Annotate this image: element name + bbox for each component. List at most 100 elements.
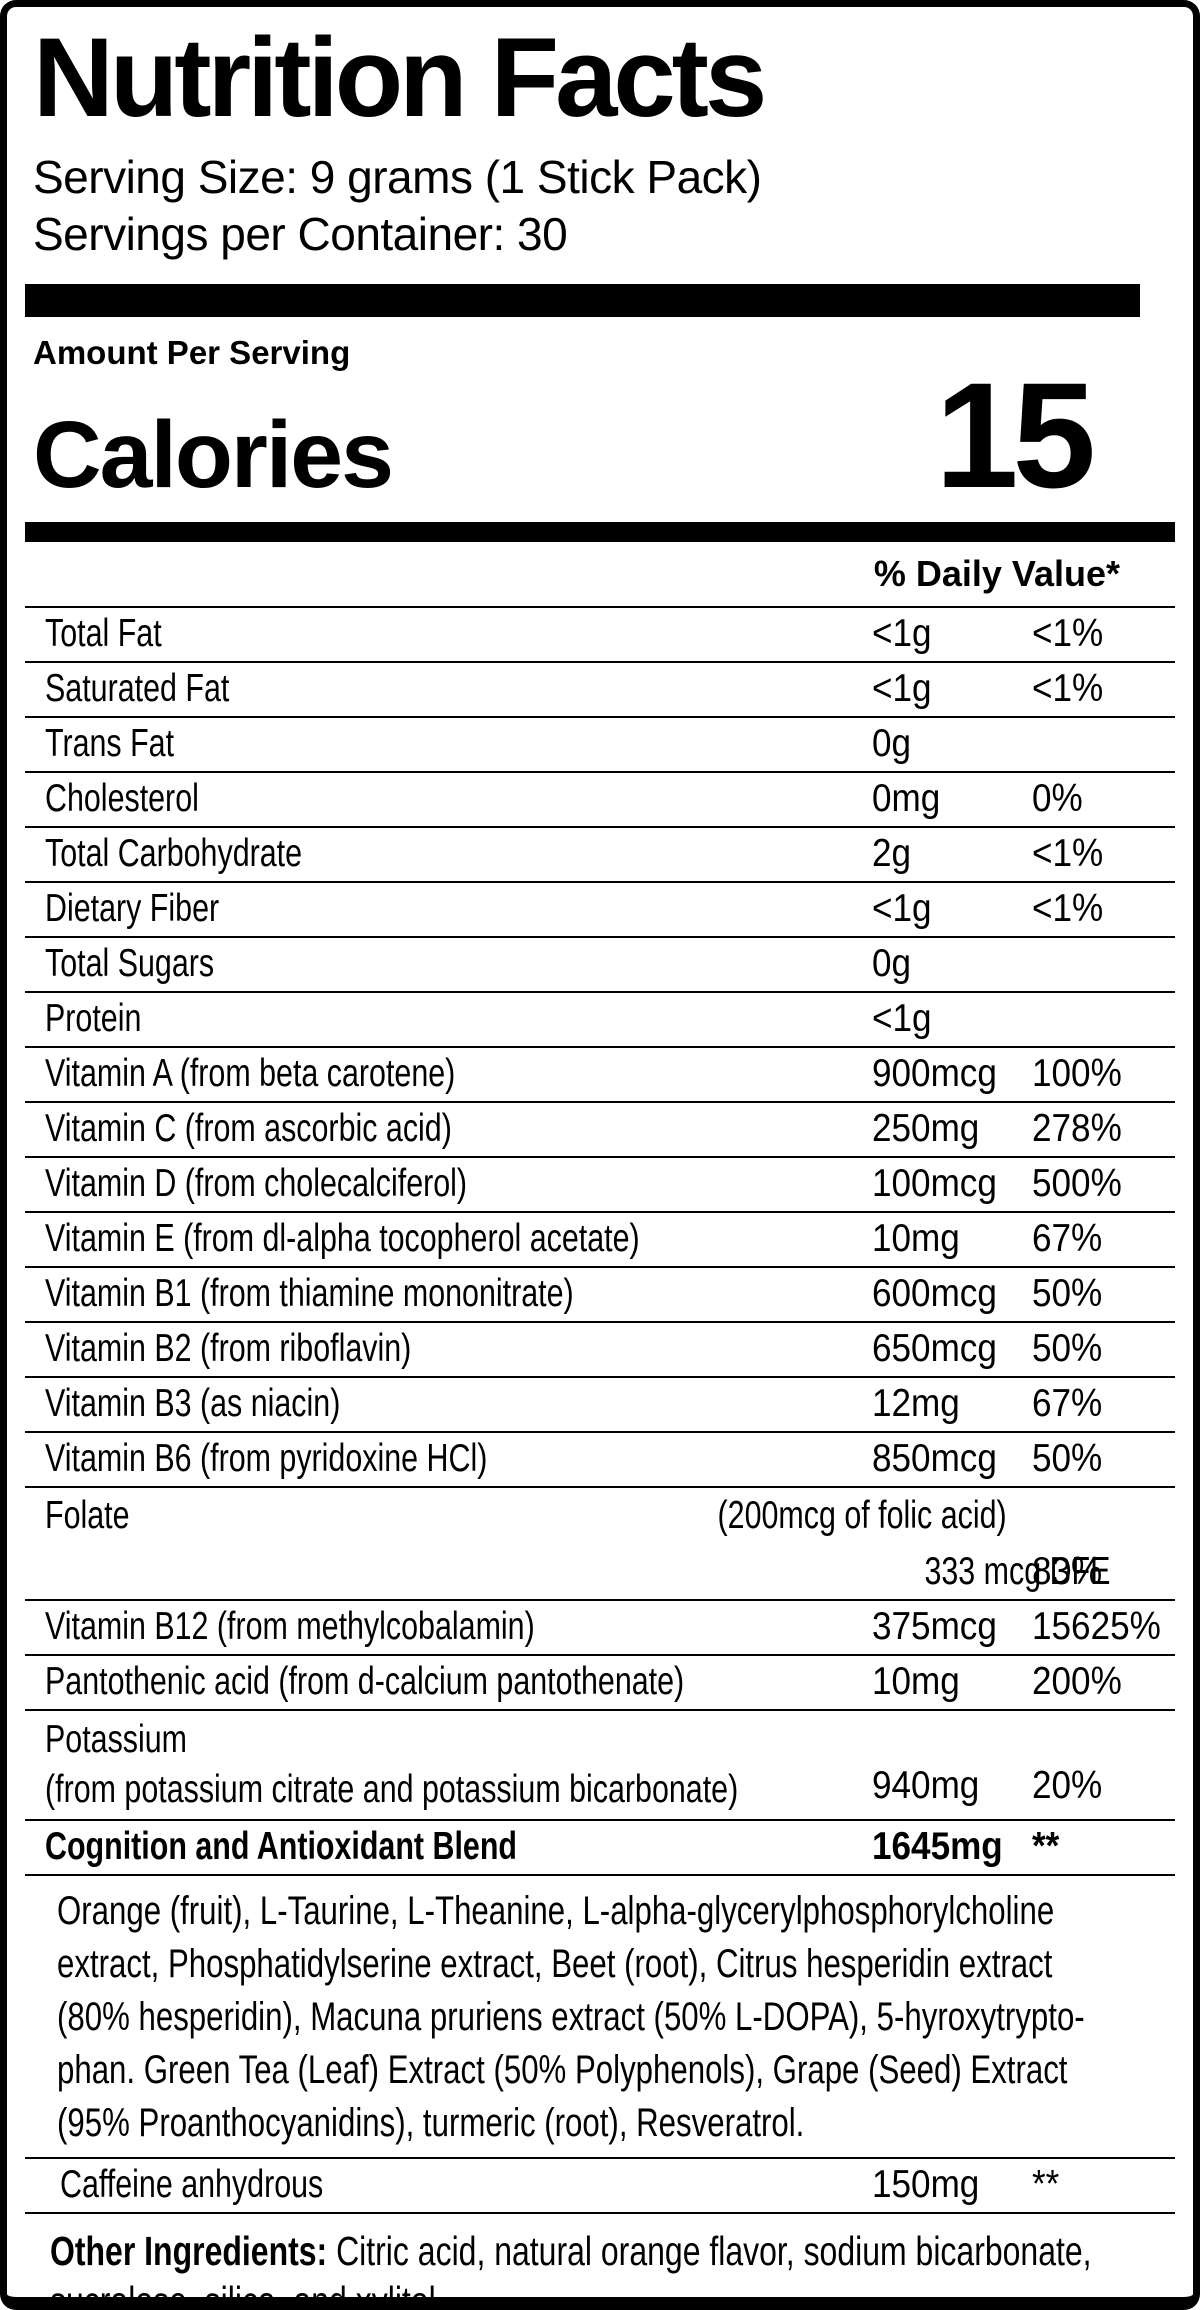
nutrient-amount: <1g	[872, 997, 932, 1041]
nutrient-row: Vitamin B3 (as niacin) 12mg 67%	[25, 1378, 1175, 1433]
nutrient-label: Folate	[45, 1494, 130, 1538]
nutrient-row: Cognition and Antioxidant Blend 1645mg **	[25, 1821, 1175, 1876]
nutrient-row: Vitamin B1 (from thiamine mononitrate) 60…	[25, 1268, 1175, 1323]
nutrient-amount: 10mg	[872, 1217, 960, 1261]
nutrient-amount: 150mg	[872, 2163, 980, 2207]
nutrient-row: Caffeine anhydrous 150mg **	[25, 2159, 1175, 2214]
nutrient-dv: **	[1032, 2163, 1060, 2207]
blend-description-line: extract, Phosphatidylserine extract, Bee…	[57, 1941, 1053, 1986]
nutrient-amount: 100mcg	[872, 1162, 997, 1206]
nutrient-amount: <1g	[872, 612, 932, 656]
nutrient-amount: 0mg	[872, 777, 941, 821]
nutrient-label: Pantothenic acid (from d-calcium pantoth…	[45, 1660, 685, 1704]
nutrient-amount: 650mcg	[872, 1327, 997, 1371]
nutrient-dv: 67%	[1032, 1382, 1103, 1426]
nutrient-amount: 850mcg	[872, 1437, 997, 1481]
nutrient-dv: <1%	[1032, 832, 1104, 876]
nutrient-amount: 12mg	[872, 1382, 960, 1426]
nutrient-amount: 2g	[872, 832, 912, 876]
calories-value: 15	[935, 351, 1096, 520]
nutrient-label: Vitamin B6 (from pyridoxine HCl)	[45, 1437, 488, 1481]
other-ingredients: Other Ingredients: Citric acid, natural …	[25, 2214, 1175, 2310]
nutrient-label: Dietary Fiber	[45, 887, 220, 931]
nutrient-amount: 0g	[872, 942, 912, 986]
nutrient-dv: **	[1032, 1825, 1060, 1869]
servings-per-container: Servings per Container: 30	[33, 208, 568, 261]
nutrient-label: Vitamin E (from dl-alpha tocopherol acet…	[45, 1217, 640, 1261]
nutrient-row: Protein <1g	[25, 993, 1175, 1048]
nutrient-row: Potassium (from potassium citrate and pot…	[25, 1711, 1175, 1821]
nutrient-dv: 20%	[1032, 1763, 1103, 1807]
blend-description: Orange (fruit), L-Taurine, L-Theanine, L…	[25, 1876, 1175, 2159]
label-content: Nutrition Facts Serving Size: 9 grams (1…	[7, 15, 1193, 2310]
nutrient-dv: <1%	[1032, 612, 1104, 656]
blend-description-line: Orange (fruit), L-Taurine, L-Theanine, L…	[57, 1888, 1055, 1933]
serving-size: Serving Size: 9 grams (1 Stick Pack)	[33, 151, 762, 204]
nutrient-row: Dietary Fiber <1g <1%	[25, 883, 1175, 938]
nutrient-label: Saturated Fat	[45, 667, 230, 711]
nutrient-dv: <1%	[1032, 667, 1104, 711]
other-ingredients-text: Citric acid, natural orange flavor, sodi…	[327, 2227, 1092, 2274]
nutrient-amount: 333 mcg DFE	[924, 1549, 1111, 1593]
other-ingredients-line: sucralose, silica, and xylitol.	[50, 2277, 445, 2310]
nutrient-row: Vitamin C (from ascorbic acid) 250mg 278%	[25, 1103, 1175, 1158]
nutrient-dv: 50%	[1032, 1327, 1103, 1371]
blend-description-line: (80% hesperidin), Macuna pruriens extrac…	[57, 1994, 1085, 2039]
nutrient-row: Vitamin B6 (from pyridoxine HCl) 850mcg 50…	[25, 1433, 1175, 1488]
nutrient-row: Vitamin E (from dl-alpha tocopherol acet…	[25, 1213, 1175, 1268]
nutrient-dv: 50%	[1032, 1437, 1103, 1481]
nutrient-amount: 10mg	[872, 1660, 960, 1704]
nutrient-label: Vitamin B2 (from riboflavin)	[45, 1327, 412, 1371]
nutrient-label: Cholesterol	[45, 777, 199, 821]
nutrient-dv: 50%	[1032, 1272, 1103, 1316]
nutrient-amount: 250mg	[872, 1107, 980, 1151]
nutrient-label: Vitamin D (from cholecalciferol)	[45, 1162, 468, 1206]
nutrient-dv: 15625%	[1032, 1605, 1161, 1649]
nutrient-label: Trans Fat	[45, 722, 175, 766]
nutrient-label: Total Fat	[45, 612, 162, 656]
nutrient-dv: 67%	[1032, 1217, 1103, 1261]
nutrient-dv: 83%	[1032, 1549, 1103, 1593]
label-title: Nutrition Facts	[33, 15, 767, 140]
nutrient-label: Vitamin B1 (from thiamine mononitrate)	[45, 1272, 574, 1316]
nutrient-amount: 1645mg	[872, 1825, 1003, 1869]
nutrient-label: Caffeine anhydrous	[60, 2163, 324, 2207]
nutrient-row: Folate (200mcg of folic acid)	[25, 1488, 1175, 1545]
blend-description-line: (95% Proanthocyanidins), turmeric (root)…	[57, 2100, 805, 2145]
nutrient-amount: 0g	[872, 722, 912, 766]
amount-per-serving: Amount Per Serving	[33, 334, 351, 372]
calories-label: Calories	[33, 402, 394, 509]
nutrient-amount-note: (200mcg of folic acid)	[717, 1494, 1007, 1538]
nutrient-row: Pantothenic acid (from d-calcium pantoth…	[25, 1656, 1175, 1711]
calories-row: Calories 15	[25, 351, 1175, 520]
other-ingredients-line: Other Ingredients: Citric acid, natural …	[50, 2226, 1165, 2276]
nutrient-amount: <1g	[872, 887, 932, 931]
nutrient-label: Vitamin C (from ascorbic acid)	[45, 1107, 452, 1151]
nutrient-label: Cognition and Antioxidant Blend	[45, 1825, 518, 1869]
nutrient-dv	[1032, 994, 1175, 1044]
nutrient-row: Trans Fat 0g	[25, 718, 1175, 773]
nutrient-row: Cholesterol 0mg 0%	[25, 773, 1175, 828]
other-ingredients-prefix: Other Ingredients:	[50, 2227, 328, 2274]
nutrient-row: Vitamin A (from beta carotene) 900mcg 100%	[25, 1048, 1175, 1103]
nutrient-dv: 100%	[1032, 1052, 1122, 1096]
nutrient-dv: <1%	[1032, 887, 1104, 931]
nutrient-label: Vitamin A (from beta carotene)	[45, 1052, 456, 1096]
nutrient-label: Vitamin B3 (as niacin)	[45, 1382, 341, 1426]
nutrient-dv: 0%	[1032, 777, 1083, 821]
nutrient-table: Total Fat <1g <1% Saturated Fat <1g <1% Trans …	[25, 608, 1175, 1876]
nutrient-dv	[1032, 719, 1175, 769]
nutrient-row: Total Fat <1g <1%	[25, 608, 1175, 663]
daily-value-header: % Daily Value*	[25, 542, 1175, 608]
nutrient-row: Vitamin B12 (from methylcobalamin) 375mcg…	[25, 1601, 1175, 1656]
nutrient-amount: 900mcg	[872, 1052, 997, 1096]
nutrient-amount: <1g	[872, 667, 932, 711]
nutrient-label: Potassium (from potassium citrate and pot…	[45, 1717, 739, 1811]
divider-thick	[25, 284, 1140, 318]
nutrient-row: Total Sugars 0g	[25, 938, 1175, 993]
nutrient-dv	[1032, 939, 1175, 989]
nutrient-label: Total Sugars	[45, 942, 215, 986]
nutrient-amount: 940mg	[872, 1763, 980, 1807]
nutrient-label: Protein	[45, 997, 142, 1041]
